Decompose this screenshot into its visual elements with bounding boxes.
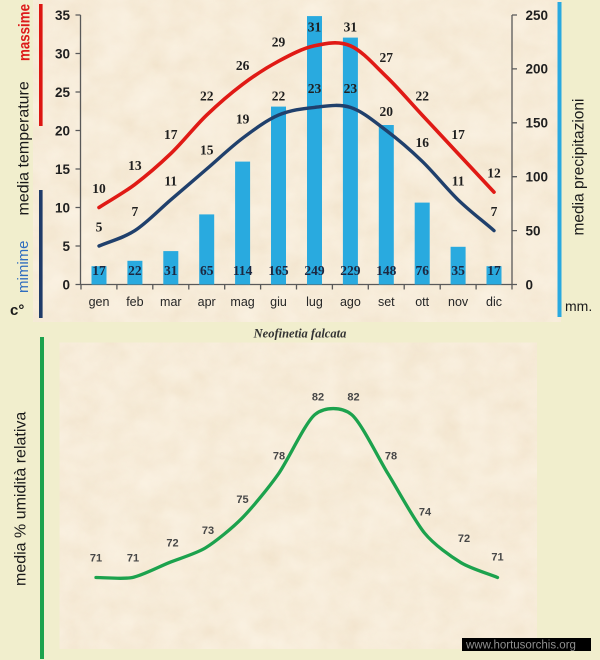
svg-text:29: 29 <box>272 35 286 50</box>
svg-text:17: 17 <box>487 263 501 278</box>
svg-text:5: 5 <box>96 220 103 235</box>
svg-text:71: 71 <box>491 552 503 564</box>
svg-text:31: 31 <box>308 19 322 34</box>
svg-text:23: 23 <box>344 81 358 96</box>
svg-text:27: 27 <box>380 50 394 65</box>
svg-text:dic: dic <box>486 295 502 309</box>
svg-text:mimime: mimime <box>15 241 32 294</box>
svg-text:10: 10 <box>55 200 70 215</box>
svg-text:mag: mag <box>230 295 254 309</box>
svg-text:35: 35 <box>451 263 465 278</box>
svg-text:35: 35 <box>55 8 71 23</box>
svg-text:150: 150 <box>526 116 549 131</box>
svg-text:massime: massime <box>17 4 34 61</box>
svg-text:250: 250 <box>526 8 549 23</box>
svg-text:ott: ott <box>415 295 429 309</box>
svg-text:10: 10 <box>92 181 106 196</box>
svg-text:74: 74 <box>419 507 432 519</box>
svg-text:www.hortusorchis.org: www.hortusorchis.org <box>465 640 576 652</box>
svg-text:11: 11 <box>452 173 465 188</box>
svg-text:mm.: mm. <box>565 298 592 314</box>
svg-text:71: 71 <box>90 552 102 564</box>
svg-text:75: 75 <box>236 494 248 506</box>
svg-text:20: 20 <box>55 123 70 138</box>
svg-text:c°: c° <box>10 302 24 319</box>
svg-text:lug: lug <box>306 295 323 309</box>
svg-text:72: 72 <box>458 533 470 545</box>
svg-text:22: 22 <box>200 89 214 104</box>
svg-text:15: 15 <box>200 143 214 158</box>
svg-text:set: set <box>378 295 395 309</box>
svg-text:25: 25 <box>55 85 71 100</box>
svg-text:82: 82 <box>312 392 324 404</box>
svg-text:22: 22 <box>415 89 429 104</box>
svg-text:7: 7 <box>491 204 498 219</box>
svg-text:mar: mar <box>160 295 182 309</box>
svg-text:148: 148 <box>376 263 397 278</box>
svg-text:30: 30 <box>55 46 70 61</box>
svg-text:0: 0 <box>526 277 534 292</box>
svg-text:73: 73 <box>202 525 214 537</box>
svg-text:17: 17 <box>164 127 178 142</box>
svg-text:13: 13 <box>128 158 142 173</box>
svg-text:giu: giu <box>270 295 287 309</box>
svg-text:31: 31 <box>344 19 358 34</box>
svg-text:Neofinetia falcata: Neofinetia falcata <box>253 327 347 341</box>
svg-text:apr: apr <box>198 295 216 309</box>
svg-text:78: 78 <box>273 451 285 463</box>
svg-text:23: 23 <box>308 81 322 96</box>
svg-text:5: 5 <box>62 239 70 254</box>
svg-text:165: 165 <box>268 263 289 278</box>
svg-text:11: 11 <box>164 173 177 188</box>
svg-text:76: 76 <box>415 263 429 278</box>
svg-text:ago: ago <box>340 295 361 309</box>
svg-text:200: 200 <box>526 62 549 77</box>
svg-text:65: 65 <box>200 263 214 278</box>
svg-text:31: 31 <box>164 263 178 278</box>
svg-text:50: 50 <box>526 223 541 238</box>
svg-text:71: 71 <box>127 552 139 564</box>
svg-text:19: 19 <box>236 112 250 127</box>
svg-text:nov: nov <box>448 295 469 309</box>
svg-text:22: 22 <box>272 89 286 104</box>
svg-text:78: 78 <box>385 451 397 463</box>
svg-text:249: 249 <box>304 263 325 278</box>
svg-text:feb: feb <box>126 295 143 309</box>
svg-text:media precipitazioni: media precipitazioni <box>571 99 588 236</box>
svg-text:media temperature: media temperature <box>16 81 33 215</box>
svg-text:gen: gen <box>89 295 110 309</box>
svg-text:20: 20 <box>380 104 394 119</box>
svg-text:media % umidità relativa: media % umidità relativa <box>13 412 30 586</box>
svg-text:26: 26 <box>236 58 250 73</box>
svg-text:82: 82 <box>347 392 359 404</box>
svg-text:17: 17 <box>92 263 106 278</box>
svg-text:15: 15 <box>55 162 71 177</box>
svg-text:17: 17 <box>451 127 465 142</box>
svg-text:72: 72 <box>166 537 178 549</box>
svg-text:229: 229 <box>340 263 361 278</box>
svg-text:12: 12 <box>487 166 501 181</box>
svg-text:114: 114 <box>233 263 253 278</box>
svg-text:16: 16 <box>415 135 429 150</box>
svg-text:7: 7 <box>132 204 139 219</box>
svg-text:22: 22 <box>128 263 142 278</box>
svg-text:100: 100 <box>526 170 549 185</box>
svg-text:0: 0 <box>62 277 70 292</box>
